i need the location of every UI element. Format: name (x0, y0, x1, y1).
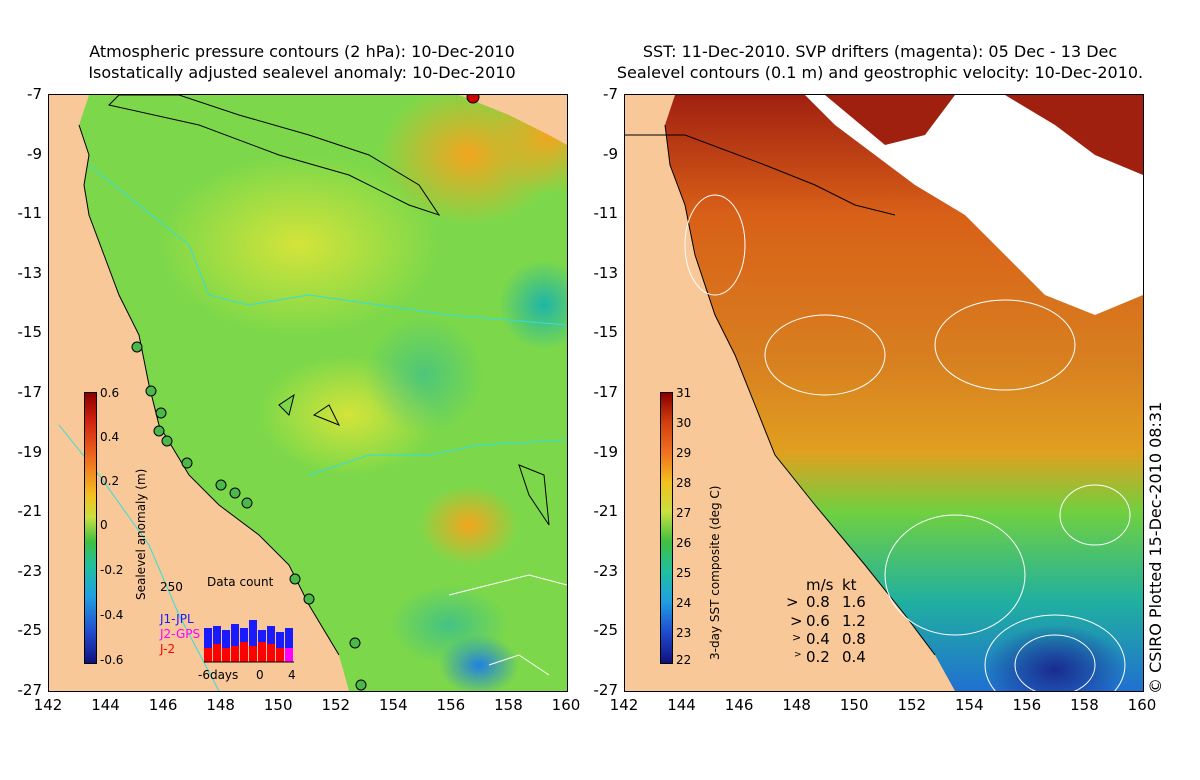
right-y-tick-label: -9 (603, 144, 618, 163)
data-count-max: 250 (160, 580, 183, 594)
legend-j1-jpl: J1-JPL (160, 612, 194, 626)
sla-colorbar-label-7: -0.6 (100, 653, 124, 667)
left-y-tick-label: -11 (17, 204, 43, 223)
right-x-tick-label: 144 (667, 696, 696, 714)
left-y-tick-label: -9 (27, 144, 42, 163)
sst-colorbar-label-3: 29 (676, 446, 692, 460)
left-y-tick-label: -15 (17, 323, 43, 342)
left-y-tick-label: -27 (17, 681, 43, 699)
data-count-title: Data count (207, 575, 274, 589)
right-x-tick-label: 146 (724, 696, 754, 714)
right-x-tick-label: 150 (839, 696, 869, 714)
velocity-key-kt-2: 1.2 (842, 612, 866, 630)
sst-colorbar-label-10: 22 (676, 653, 692, 667)
left-x-tick-label: 160 (551, 696, 581, 714)
right-y-tick-label: -25 (593, 621, 619, 640)
sla-colorbar-label-1: 0.6 (100, 386, 120, 400)
australia-landmass (625, 95, 955, 691)
data-count-x-label-3: 4 (288, 668, 296, 682)
left-x-tick-label: 152 (321, 696, 351, 714)
left-x-tick-label: 148 (206, 696, 235, 714)
right-y-tick-label: -11 (593, 204, 619, 223)
left-y-tick-label: -7 (27, 85, 42, 103)
sla-colorbar-title: Sealevel anomaly (m) (134, 468, 148, 600)
sst-map (625, 95, 1143, 691)
sst-colorbar (660, 392, 673, 664)
legend-j-2: J-2 (160, 642, 176, 656)
right-y-tick-label: -27 (593, 681, 619, 699)
sla-colorbar-label-6: -0.4 (100, 608, 124, 622)
sst-colorbar-label-6: 26 (676, 536, 692, 550)
velocity-key-ms-2: 0.6 (806, 612, 830, 630)
sst-colorbar-label-8: 24 (676, 596, 692, 610)
left-x-tick-label: 150 (263, 696, 293, 714)
velocity-key-arrow-4: > (794, 650, 802, 660)
data-count-x-label-1: -6days (198, 668, 239, 682)
right-y-tick-label: -15 (593, 323, 619, 342)
left-title-2: Isostatically adjusted sealevel anomaly:… (88, 63, 516, 82)
velocity-key-arrow-3: > (792, 631, 802, 644)
left-x-tick-label: 154 (379, 696, 408, 714)
right-y-tick-label: -19 (593, 442, 619, 461)
velocity-key-ms-1: 0.8 (806, 593, 830, 611)
sst-colorbar-label-5: 27 (676, 506, 692, 520)
right-x-tick-label: 160 (1127, 696, 1157, 714)
left-y-tick-label: -21 (17, 502, 43, 521)
velocity-key-kt-3: 0.8 (842, 630, 866, 648)
right-title-1: SST: 11-Dec-2010. SVP drifters (magenta)… (642, 42, 1118, 61)
right-x-tick-label: 154 (955, 696, 984, 714)
right-y-tick-label: -7 (603, 85, 618, 103)
left-y-tick-label: -13 (17, 263, 43, 282)
right-y-tick-label: -21 (593, 502, 619, 521)
left-x-tick-label: 158 (494, 696, 523, 714)
right-x-tick-label: 158 (1070, 696, 1099, 714)
velocity-key-kt-1: 1.6 (842, 593, 866, 611)
left-x-tick-label: 144 (91, 696, 120, 714)
velocity-key-ms-3: 0.4 (806, 630, 830, 648)
left-title-1: Atmospheric pressure contours (2 hPa): 1… (89, 42, 515, 61)
sla-colorbar-label-5: -0.2 (100, 563, 124, 577)
sst-colorbar-label-9: 23 (676, 626, 692, 640)
right-map (624, 94, 1144, 692)
sla-colorbar-label-2: 0.4 (100, 430, 120, 444)
left-map (48, 94, 568, 692)
sla-colorbar-label-4: 0 (100, 518, 108, 532)
left-y-tick-label: -17 (17, 383, 43, 401)
left-x-tick-label: 146 (148, 696, 178, 714)
right-x-tick-label: 148 (782, 696, 811, 714)
left-x-tick-label: 156 (436, 696, 466, 714)
velocity-key-arrow-2: > (790, 612, 803, 630)
right-y-tick-label: -23 (593, 561, 619, 580)
velocity-key-kt-header: kt (842, 576, 857, 594)
right-y-tick-label: -13 (593, 263, 619, 282)
sla-colorbar-label-3: 0.2 (100, 474, 120, 488)
australia-landmass (49, 95, 349, 691)
sst-colorbar-label-4: 28 (676, 476, 692, 490)
right-x-tick-label: 156 (1012, 696, 1042, 714)
right-title-2: Sealevel contours (0.1 m) and geostrophi… (616, 63, 1144, 82)
sea-level-anomaly-map (49, 95, 567, 691)
sst-colorbar-title: 3-day SST composite (deg C) (708, 485, 722, 660)
right-x-tick-label: 152 (897, 696, 927, 714)
right-y-tick-label: -17 (593, 383, 619, 401)
sst-colorbar-label-2: 30 (676, 416, 692, 430)
legend-j2-gps: J2-GPS (160, 627, 201, 641)
left-y-tick-label: -25 (17, 621, 43, 640)
velocity-key-ms-header: m/s (806, 576, 834, 594)
velocity-key-kt-4: 0.4 (842, 648, 866, 666)
velocity-key-ms-4: 0.2 (806, 648, 830, 666)
left-y-tick-label: -19 (17, 442, 43, 461)
left-y-tick-label: -23 (17, 561, 43, 580)
sst-colorbar-label-1: 31 (676, 386, 692, 400)
sst-colorbar-label-7: 25 (676, 566, 692, 580)
right-x-tick-label: 142 (609, 696, 639, 714)
csiro-credit: © CSIRO Plotted 15-Dec-2010 08:31 (1146, 401, 1165, 694)
sla-colorbar (84, 392, 97, 664)
velocity-key-arrow-1: > (786, 593, 799, 611)
left-x-tick-label: 142 (33, 696, 63, 714)
data-count-histogram (204, 620, 294, 663)
cloud-mask (805, 95, 1143, 315)
data-count-x-label-2: 0 (256, 668, 264, 682)
